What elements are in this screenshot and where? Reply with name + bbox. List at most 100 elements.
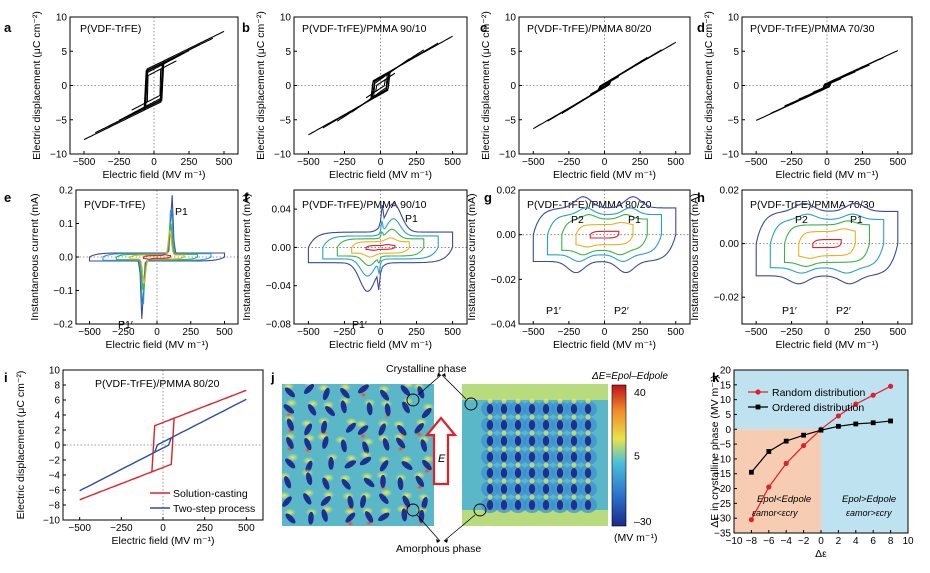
crystal-grain bbox=[378, 423, 386, 436]
region-right bbox=[821, 370, 908, 533]
field-glow bbox=[501, 478, 507, 484]
x-tick-label: 0 bbox=[154, 327, 160, 338]
data-point bbox=[888, 418, 893, 424]
panel-a: −500 −250 0 250 500 −10 −5 0 5 10 Electric field (… bbox=[4, 11, 239, 181]
field-glow bbox=[283, 414, 296, 423]
x-tick-label: −250 bbox=[110, 523, 133, 534]
crystal-grain bbox=[570, 436, 578, 446]
crystal-grain bbox=[307, 404, 317, 416]
field-glow bbox=[543, 414, 549, 420]
crystal-grain bbox=[328, 456, 334, 470]
y-tick-label: 10 bbox=[49, 366, 61, 377]
field-glow bbox=[529, 478, 535, 484]
y-tick-label: −20 bbox=[714, 484, 731, 495]
field-glow bbox=[543, 494, 549, 500]
crystal-grain bbox=[528, 420, 536, 430]
data-point bbox=[783, 460, 789, 466]
crystal-grain bbox=[500, 404, 508, 414]
pointer-line bbox=[441, 374, 467, 400]
pointer-head bbox=[442, 373, 446, 377]
crystal-grain bbox=[421, 407, 432, 419]
field-glow bbox=[487, 494, 493, 500]
crystal-grain bbox=[542, 500, 550, 510]
current-loop-300 bbox=[115, 221, 199, 293]
y-tick-label: 0.1 bbox=[59, 219, 73, 230]
y-tick-label: −5 bbox=[280, 115, 292, 126]
amorphous-marker-right bbox=[473, 503, 487, 517]
y-tick-label: 0.2 bbox=[59, 186, 73, 197]
current-loop-200 bbox=[575, 221, 634, 248]
x-tick-label: −250 bbox=[780, 327, 803, 338]
field-glow bbox=[487, 414, 493, 420]
panel-title: P(VDF-TrFE)/PMMA 80/20 bbox=[527, 23, 652, 35]
x-tick-label: 250 bbox=[408, 327, 425, 338]
x-tick-label: 0 bbox=[824, 157, 830, 168]
field-glow bbox=[571, 462, 577, 468]
y-tick-label: −10 bbox=[714, 454, 731, 465]
field-glow bbox=[571, 478, 577, 484]
x-axis-label: Electric field (MV m⁻¹) bbox=[553, 339, 656, 351]
crystal-grain bbox=[486, 420, 494, 430]
current-loop-400 bbox=[102, 209, 212, 305]
y-tick-label: −0.02 bbox=[714, 293, 740, 304]
peak-label: P1′ bbox=[118, 319, 133, 331]
x-axis-label: Electric field (MV m⁻¹) bbox=[112, 535, 215, 547]
panel-letter: j bbox=[270, 370, 275, 385]
y-tick-label: 8 bbox=[54, 381, 60, 392]
crystal-grain bbox=[304, 438, 312, 451]
peak-label: P1 bbox=[405, 213, 418, 225]
crystal-grain bbox=[402, 401, 410, 414]
field-glow bbox=[487, 398, 493, 404]
current-loop-500 bbox=[532, 196, 677, 274]
crystal-grain bbox=[402, 495, 411, 508]
legend-label: Random distribution bbox=[772, 387, 866, 399]
crystal-grain bbox=[556, 436, 564, 446]
current-loop-200 bbox=[129, 229, 185, 285]
x-axis-label: Electric field (MV m⁻¹) bbox=[553, 169, 656, 181]
region-label-right: Epol>Edpole bbox=[842, 494, 896, 505]
current-loop-100 bbox=[142, 254, 172, 260]
panel-title: P(VDF-TrFE)/PMMA 80/20 bbox=[527, 199, 652, 211]
field-glow bbox=[515, 414, 521, 420]
y-axis-label: Instantaneous current (mA) bbox=[689, 193, 701, 320]
colorbar-unit: (MV m⁻¹) bbox=[614, 532, 657, 544]
x-tick-label: 2 bbox=[836, 536, 842, 547]
de-loop bbox=[365, 72, 396, 99]
field-glow bbox=[585, 430, 591, 436]
data-point bbox=[801, 432, 806, 438]
x-tick-label: −2 bbox=[798, 536, 810, 547]
x-axis-label: Electric field (MV m⁻¹) bbox=[776, 339, 879, 351]
y-tick-label: 10 bbox=[720, 395, 732, 406]
crystal-grain bbox=[570, 452, 578, 462]
crystal-grain bbox=[286, 418, 294, 431]
crystal-grain bbox=[528, 404, 536, 414]
crystal-grain bbox=[584, 436, 592, 446]
crystal-grain bbox=[378, 512, 390, 522]
y-tick-label: 0 bbox=[725, 425, 731, 436]
field-glow bbox=[585, 398, 591, 404]
field-glow bbox=[286, 453, 299, 462]
crystal-grain bbox=[556, 484, 564, 494]
y-tick-label: −10 bbox=[43, 516, 60, 527]
panel-letter: a bbox=[4, 20, 12, 35]
crystal-grain bbox=[401, 508, 408, 522]
peak-label: P1′ bbox=[546, 305, 561, 317]
data-point bbox=[766, 484, 772, 490]
field-glow bbox=[487, 462, 493, 468]
panel-title: P(VDF-TrFE)/PMMA 70/30 bbox=[750, 199, 875, 211]
panel-letter: i bbox=[4, 370, 8, 385]
peak-label: P1′ bbox=[352, 319, 367, 331]
crystal-grain bbox=[528, 468, 536, 478]
crystal-grain bbox=[340, 439, 347, 453]
peak-label: P2′ bbox=[614, 305, 629, 317]
field-glow bbox=[585, 446, 591, 452]
field-glow bbox=[501, 414, 507, 420]
crystal-grain bbox=[365, 511, 374, 523]
y-axis-label: Electric displacement (μC cm⁻²) bbox=[31, 11, 43, 160]
y-tick-label: 0.02 bbox=[720, 186, 740, 197]
crystal-marker-left bbox=[406, 393, 420, 407]
crystal-grain bbox=[542, 404, 550, 414]
x-tick-label: 4 bbox=[853, 536, 859, 547]
field-arrow bbox=[424, 416, 458, 486]
y-tick-label: 15 bbox=[720, 380, 732, 391]
